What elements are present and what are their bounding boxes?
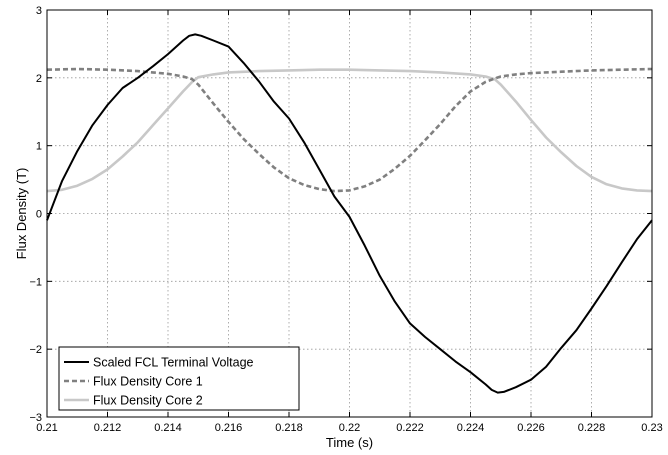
x-tick-label: 0.224 [457,422,485,434]
x-tick-label: 0.216 [215,422,243,434]
series-group [46,33,653,394]
y-tick-label: 1 [36,141,42,153]
x-tick-label: 0.23 [641,422,662,434]
legend-label-2: Flux Density Core 1 [93,375,203,389]
legend: Scaled FCL Terminal Voltage Flux Density … [58,346,300,411]
x-tick-label: 0.222 [396,422,424,434]
x-axis-label: Time (s) [326,435,373,450]
y-tick-label: 3 [36,5,42,17]
x-tick-label: 0.226 [517,422,545,434]
y-tick-label: −1 [29,276,42,288]
y-tick-label: 2 [36,73,42,85]
x-tick-label: 0.218 [275,422,303,434]
series-line-2 [46,67,653,193]
x-tick-label: 0.214 [154,422,182,434]
x-tick-label: 0.228 [578,422,606,434]
x-tick-label: 0.22 [339,422,360,434]
y-tick-label: 0 [36,209,42,221]
tick-labels: 0.21 0.212 0.214 0.216 0.218 0.22 0.222 0.224 0.… [29,5,662,434]
ticks [46,9,653,418]
series-line-3 [46,68,653,193]
y-axis-label: Flux Density (T) [14,168,29,260]
y-tick-label: −2 [29,344,42,356]
legend-label-1: Scaled FCL Terminal Voltage [93,356,254,370]
legend-label-3: Flux Density Core 2 [93,394,203,408]
series-line-1 [46,33,653,394]
x-tick-label: 0.212 [94,422,122,434]
legend-box [58,346,300,411]
x-tick-label: 0.21 [36,422,57,434]
y-tick-label: −3 [29,412,42,424]
